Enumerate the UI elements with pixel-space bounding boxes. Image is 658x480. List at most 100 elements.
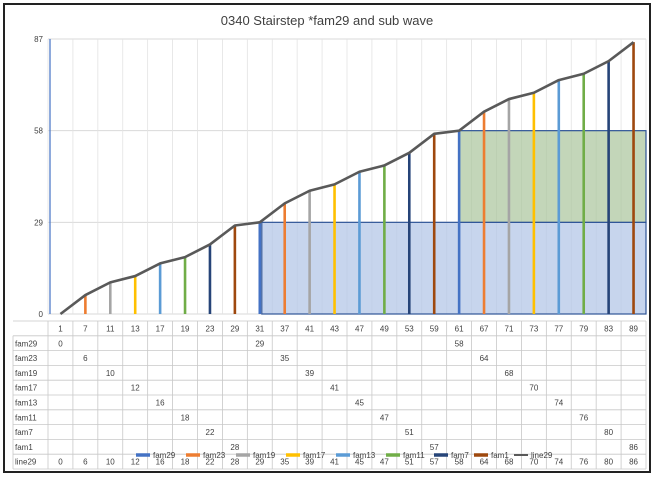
table-cell-value: 18 <box>181 413 190 422</box>
x-tick-label: 31 <box>255 325 264 334</box>
table-cell-value: 12 <box>131 384 140 393</box>
table-cell-value: 22 <box>206 458 215 467</box>
table-row-name: fam19 <box>15 369 38 378</box>
table-cell-value: 41 <box>330 458 339 467</box>
x-tick-label: 47 <box>355 325 364 334</box>
x-tick-label: 89 <box>629 325 638 334</box>
table-cell-value: 39 <box>305 369 314 378</box>
x-tick-label: 13 <box>131 325 140 334</box>
table-cell-value: 80 <box>604 458 613 467</box>
legend-label: fam23 <box>203 451 226 460</box>
y-tick-label: 87 <box>34 35 43 44</box>
table-cell-value: 22 <box>206 428 215 437</box>
table-cell-value: 12 <box>131 458 140 467</box>
legend-label: fam17 <box>303 451 326 460</box>
table-cell-value: 68 <box>505 369 514 378</box>
table-cell-value: 45 <box>355 399 364 408</box>
legend: fam29 fam23 fam19 fam17 fam13 fam11 fam7 fam1 li… <box>136 451 553 460</box>
family-bars <box>49 39 635 314</box>
x-tick-label: 11 <box>106 325 115 334</box>
table-cell-value: 35 <box>280 354 289 363</box>
x-tick-label: 7 <box>83 325 88 334</box>
table-row-name: fam11 <box>15 413 37 422</box>
table-row-name: fam7 <box>15 428 33 437</box>
table-cell-value: 70 <box>529 384 538 393</box>
y-tick-label: 29 <box>34 218 43 227</box>
table-cell-value: 86 <box>629 458 638 467</box>
table-cell-value: 51 <box>405 458 414 467</box>
table-cell-value: 68 <box>505 458 514 467</box>
table-cell-value: 18 <box>181 458 190 467</box>
x-tick-label: 73 <box>529 325 538 334</box>
x-tick-label: 17 <box>156 325 165 334</box>
chart: 0340 Stairstep *fam29 and sub wave 0 29 58… <box>12 13 647 470</box>
table-cell-value: 35 <box>280 458 289 467</box>
table-cell-value: 51 <box>405 428 414 437</box>
legend-label: line29 <box>531 451 553 460</box>
table-cell-value: 6 <box>83 354 88 363</box>
legend-label: fam13 <box>353 451 376 460</box>
table-cell-value: 16 <box>156 399 165 408</box>
table-cell-value: 80 <box>604 428 613 437</box>
line29-path <box>59 41 635 316</box>
y-axis-ticks: 0 29 58 87 <box>34 35 43 319</box>
table-cell-value: 28 <box>230 443 239 452</box>
table-cell-value: 76 <box>579 458 588 467</box>
x-tick-label: 19 <box>181 325 190 334</box>
legend-label: fam11 <box>403 451 425 460</box>
table-cell-value: 41 <box>330 384 339 393</box>
wave-rectangle-upper <box>458 130 647 223</box>
table-cell-value: 29 <box>255 458 264 467</box>
table-cell-value: 64 <box>480 354 489 363</box>
wave-rectangle-lower <box>261 221 647 315</box>
table-cell-value: 39 <box>305 458 314 467</box>
x-tick-label: 29 <box>230 325 239 334</box>
table-row-name: fam1 <box>15 443 33 452</box>
x-tick-label: 1 <box>58 325 63 334</box>
table-cell-value: 74 <box>554 399 563 408</box>
table-cell-value: 47 <box>380 458 389 467</box>
table-cell-value: 0 <box>58 339 63 348</box>
table-cell-value: 16 <box>156 458 165 467</box>
x-tick-label: 59 <box>430 325 439 334</box>
table-cell-value: 86 <box>629 443 638 452</box>
wave-rectangles <box>261 130 647 315</box>
table-cell-value: 29 <box>255 339 264 348</box>
x-tick-label: 37 <box>280 325 289 334</box>
table-cell-value: 76 <box>579 413 588 422</box>
y-tick-label: 0 <box>39 310 44 319</box>
table-cell-value: 58 <box>455 339 464 348</box>
legend-label: fam7 <box>451 451 469 460</box>
table-row-name: line29 <box>15 458 37 467</box>
x-tick-label: 43 <box>330 325 339 334</box>
table-cell-value: 45 <box>355 458 364 467</box>
table-cell-value: 64 <box>480 458 489 467</box>
table-cell-value: 47 <box>380 413 389 422</box>
table-cell-value: 0 <box>58 458 63 467</box>
table-cell-value: 10 <box>106 369 115 378</box>
data-table: 1 7 11 13 17 19 23 29 31 37 41 43 47 49 53 59 61 67 71 73 77… <box>12 320 647 470</box>
chart-title: 0340 Stairstep *fam29 and sub wave <box>221 13 433 28</box>
x-tick-label: 53 <box>405 325 414 334</box>
table-cell-value: 74 <box>554 458 563 467</box>
x-tick-label: 83 <box>604 325 613 334</box>
x-tick-label: 49 <box>380 325 389 334</box>
x-tick-label: 77 <box>554 325 563 334</box>
table-row-name: fam13 <box>15 399 38 408</box>
legend-label: fam1 <box>491 451 509 460</box>
table-cell-value: 6 <box>83 458 88 467</box>
legend-label: fam19 <box>253 451 276 460</box>
x-tick-label: 41 <box>305 325 314 334</box>
table-cell-value: 28 <box>230 458 239 467</box>
table-cell-value: 10 <box>106 458 115 467</box>
table-cell-value: 57 <box>430 458 439 467</box>
x-tick-label: 23 <box>206 325 215 334</box>
line29-series <box>59 41 635 316</box>
table-cell-value: 58 <box>455 458 464 467</box>
x-tick-label: 67 <box>480 325 489 334</box>
table-cell-value: 57 <box>430 443 439 452</box>
table-cell-value: 70 <box>529 458 538 467</box>
y-tick-label: 58 <box>34 127 43 136</box>
legend-label: fam29 <box>153 451 176 460</box>
table-row-name: fam23 <box>15 354 38 363</box>
